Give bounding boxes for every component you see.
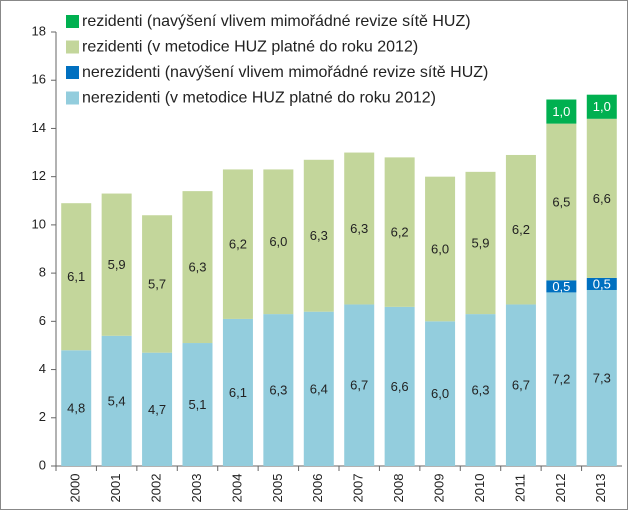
legend-swatch <box>66 15 79 28</box>
value-label: 6,3 <box>471 382 489 397</box>
bar-segment <box>425 176 456 322</box>
x-tick-label: 2006 <box>310 474 325 503</box>
value-label: 6,5 <box>552 194 570 209</box>
x-tick-label: 2004 <box>229 474 244 503</box>
bar-segment <box>546 123 577 281</box>
bar-segment <box>222 318 253 466</box>
value-label: 5,9 <box>471 235 489 250</box>
value-label: 6,6 <box>593 191 611 206</box>
y-tick-label: 4 <box>39 361 46 376</box>
value-label: 4,7 <box>148 402 166 417</box>
legend-label: rezidenti (navýšení vlivem mimořádné rev… <box>82 13 471 30</box>
bar-segment <box>546 99 577 124</box>
bar-segment <box>101 335 132 466</box>
bar-segment <box>586 94 617 119</box>
value-label: 6,0 <box>431 241 449 256</box>
legend-swatch <box>66 66 79 79</box>
bar-segment <box>182 191 213 344</box>
bar-segment <box>586 118 617 278</box>
value-label: 5,4 <box>108 393 126 408</box>
value-label: 5,9 <box>108 257 126 272</box>
value-label: 6,2 <box>229 237 247 252</box>
x-tick-label: 2005 <box>270 474 285 503</box>
legend-swatch <box>66 91 79 105</box>
value-label: 6,4 <box>310 381 328 396</box>
bar-segment <box>505 304 536 466</box>
legend-label: nerezidenti (navýšení vlivem mimořádné r… <box>82 64 488 81</box>
value-label: 6,0 <box>431 386 449 401</box>
value-label: 5,1 <box>188 397 206 412</box>
bar-segment <box>465 314 496 466</box>
bar-segment <box>182 343 213 466</box>
value-label: 7,2 <box>552 372 570 387</box>
value-label: 6,7 <box>512 378 530 393</box>
bar-segment <box>263 314 294 466</box>
value-label: 1,0 <box>593 99 611 114</box>
value-label: 1,0 <box>552 104 570 119</box>
value-label: 6,7 <box>350 378 368 393</box>
bar-segment <box>344 304 375 466</box>
bar-segment <box>303 159 334 312</box>
x-tick-label: 2008 <box>391 474 406 503</box>
bar-segment <box>546 280 577 293</box>
value-label: 6,3 <box>310 228 328 243</box>
bar-segment <box>505 154 536 305</box>
bar-segment <box>142 352 173 466</box>
y-tick-label: 10 <box>32 216 46 231</box>
bar-segment <box>142 215 173 353</box>
x-tick-label: 2009 <box>432 474 447 503</box>
x-tick-label: 2003 <box>189 474 204 503</box>
x-tick-label: 2007 <box>351 474 366 503</box>
value-label: 6,3 <box>188 260 206 275</box>
x-tick-label: 2013 <box>593 474 608 503</box>
legend-label: rezidenti (v metodice HUZ platné do roku… <box>82 39 418 56</box>
x-tick-label: 2002 <box>149 474 164 503</box>
y-tick-label: 6 <box>39 313 46 328</box>
value-label: 0,5 <box>552 279 570 294</box>
legend-swatch <box>66 40 79 54</box>
x-tick-label: 2012 <box>553 474 568 503</box>
y-tick-label: 8 <box>39 265 46 280</box>
x-tick-label: 2010 <box>472 474 487 503</box>
y-tick-label: 14 <box>32 120 46 135</box>
bar-segment <box>384 306 415 466</box>
legend-label: nerezidenti (v metodice HUZ platné do ro… <box>82 90 436 107</box>
y-tick-label: 0 <box>39 457 46 472</box>
value-label: 7,3 <box>593 370 611 385</box>
bar-segment <box>465 171 496 315</box>
bar-segment <box>303 311 334 466</box>
bar-segment <box>344 152 375 305</box>
bar-segment <box>222 169 253 319</box>
value-label: 5,7 <box>148 276 166 291</box>
bar-segment <box>61 350 92 466</box>
value-label: 6,3 <box>350 221 368 236</box>
bar-segment <box>61 203 92 351</box>
bar-segment <box>101 193 132 336</box>
value-label: 6,2 <box>512 222 530 237</box>
bar-segment <box>586 277 617 290</box>
value-label: 6,6 <box>391 379 409 394</box>
x-tick-label: 2001 <box>108 474 123 503</box>
value-label: 6,3 <box>269 382 287 397</box>
value-label: 6,2 <box>391 225 409 240</box>
y-tick-label: 18 <box>32 23 46 38</box>
y-tick-label: 16 <box>32 72 46 87</box>
value-label: 4,8 <box>67 401 85 416</box>
value-label: 0,5 <box>593 276 611 291</box>
bar-segment <box>425 321 456 466</box>
value-label: 6,1 <box>229 385 247 400</box>
bar-segment <box>384 157 415 307</box>
y-tick-label: 12 <box>32 168 46 183</box>
value-label: 6,1 <box>67 269 85 284</box>
bar-segment <box>546 292 577 466</box>
x-tick-label: 2000 <box>68 474 83 503</box>
bar-segment <box>586 289 617 466</box>
x-tick-label: 2011 <box>512 474 527 502</box>
bar-segment <box>263 169 294 315</box>
value-label: 6,0 <box>269 234 287 249</box>
y-tick-label: 2 <box>39 409 46 424</box>
